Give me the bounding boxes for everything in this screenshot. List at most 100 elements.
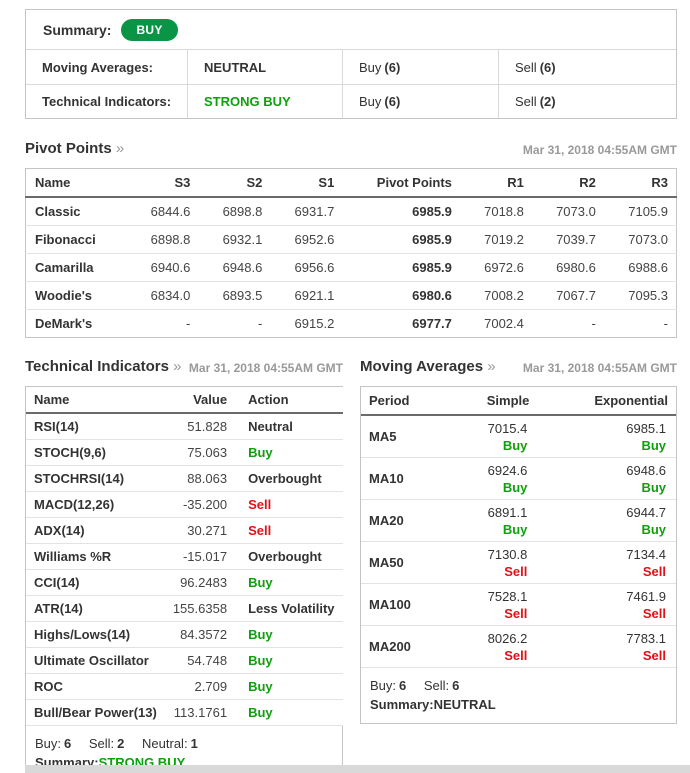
indicator-action: Neutral: [248, 419, 293, 434]
col-r3: R3: [603, 168, 677, 198]
indicator-name: Highs/Lows(14): [26, 621, 165, 648]
indicator-action: Sell: [248, 523, 272, 538]
pivot-s3: 6834.0: [126, 281, 199, 310]
ma-row-ma200: MA200 8026.2 Sell 7783.1 Sell: [361, 625, 676, 668]
pivot-s3: 6844.6: [126, 197, 199, 226]
col-r1: R1: [459, 168, 532, 198]
ma-simple-action: Sell: [504, 606, 528, 621]
col-pivot-points: Pivot Points: [342, 168, 460, 198]
ma-exp-action: Sell: [642, 606, 666, 621]
col-name: Name: [25, 168, 127, 198]
ma-simple-action: Buy: [502, 438, 528, 453]
summary-title-row: Summary: BUY: [26, 10, 676, 50]
col-simple: Simple: [445, 387, 538, 416]
chevron-right-icon: »: [115, 140, 125, 157]
pivot-points-link[interactable]: Pivot Points »: [25, 140, 124, 157]
buy-label: Buy:: [370, 678, 397, 693]
pivot-s2: 6893.5: [198, 281, 271, 310]
indicator-action: Buy: [248, 705, 273, 720]
moving-averages-panel: Period Simple Exponential MA5 7015.4 Buy …: [360, 386, 677, 724]
ma-row-ma10: MA10 6924.6 Buy 6948.6 Buy: [361, 457, 676, 500]
summary-row-technical-indicators: Technical Indicators: STRONG BUY Buy (6)…: [26, 84, 676, 118]
ma-exp-value: 7461.9: [626, 589, 666, 604]
ma-simple-action: Buy: [502, 480, 528, 495]
summary-buy-cell: Buy (6): [343, 50, 499, 84]
indicator-value: 84.3572: [164, 621, 236, 648]
indicator-name: Ultimate Oscillator: [26, 647, 165, 674]
summary-panel: Summary: BUY Moving Averages: NEUTRAL Bu…: [25, 9, 677, 119]
buy-label: Buy: [359, 94, 382, 109]
col-action: Action: [235, 387, 343, 414]
ti-row-ultimate-oscillator: Ultimate Oscillator 54.748 Buy: [26, 647, 343, 674]
pivot-pp: 6985.9: [342, 197, 460, 226]
moving-averages-table: Period Simple Exponential MA5 7015.4 Buy …: [361, 387, 676, 668]
summary-value: NEUTRAL: [433, 697, 496, 712]
pivot-r2: -: [591, 316, 596, 331]
summary-sell-cell: Sell (2): [499, 85, 676, 118]
ma-period: MA100: [361, 583, 445, 626]
pivot-row-fibonacci: Fibonacci 6898.8 6932.1 6952.6 6985.9 70…: [25, 225, 677, 254]
pivot-name: Woodie's: [25, 281, 127, 310]
indicator-value: -15.017: [164, 543, 236, 570]
summary-line: Summary:NEUTRAL: [370, 695, 667, 714]
pivot-points-header: Pivot Points » Mar 31, 2018 04:55AM GMT: [25, 140, 677, 157]
moving-averages-link[interactable]: Moving Averages »: [360, 358, 496, 375]
two-column-area: Technical Indicators » Mar 31, 2018 04:5…: [25, 358, 677, 773]
indicator-action: Buy: [248, 445, 273, 460]
pivot-s1: 6915.2: [294, 316, 335, 331]
indicator-value: 96.2483: [164, 569, 236, 596]
pivot-name: DeMark's: [35, 316, 93, 331]
indicator-value: 51.828: [164, 413, 236, 440]
ma-exp-action: Sell: [642, 648, 666, 663]
pivot-name: Classic: [25, 197, 127, 226]
ma-simple-value: 8026.2: [487, 631, 528, 646]
pivot-s1: 6952.6: [270, 225, 343, 254]
ma-simple-action: Sell: [504, 564, 528, 579]
ma-period: MA50: [361, 541, 445, 584]
pivot-r1: 7019.2: [459, 225, 532, 254]
col-r2: R2: [531, 168, 604, 198]
technical-indicators-column: Technical Indicators » Mar 31, 2018 04:5…: [25, 358, 343, 773]
indicator-value: 88.063: [164, 465, 236, 492]
pivot-s1: 6956.6: [270, 253, 343, 282]
technical-indicators-link[interactable]: Technical Indicators »: [25, 358, 181, 375]
indicator-value: 155.6358: [164, 595, 236, 622]
ma-exp-value: 6985.1: [626, 421, 666, 436]
pivot-pp: 6980.6: [342, 281, 460, 310]
indicator-name: Bull/Bear Power(13): [26, 699, 165, 726]
neutral-count: 1: [190, 736, 198, 751]
sell-label: Sell:: [88, 736, 115, 751]
pivot-name: Camarilla: [25, 253, 127, 282]
indicator-name: MACD(12,26): [26, 491, 165, 518]
col-s1: S1: [270, 168, 343, 198]
col-period: Period: [361, 387, 445, 416]
pivot-r3: 7105.9: [603, 197, 677, 226]
pivot-row-camarilla: Camarilla 6940.6 6948.6 6956.6 6985.9 69…: [25, 253, 677, 282]
ma-header-row: Period Simple Exponential: [361, 387, 676, 416]
pivot-row-demarks: DeMark's - - 6915.2 6977.7 7002.4 - -: [26, 310, 677, 338]
indicator-value: 30.271: [164, 517, 236, 544]
summary-sell-cell: Sell (6): [499, 50, 676, 84]
pivot-r3: -: [663, 316, 668, 331]
indicator-action: Overbought: [248, 549, 322, 564]
indicator-name: STOCH(9,6): [26, 439, 165, 466]
pivot-r3: 7073.0: [603, 225, 677, 254]
ti-row-roc: ROC 2.709 Buy: [26, 673, 343, 700]
ma-row-ma5: MA5 7015.4 Buy 6985.1 Buy: [361, 415, 676, 458]
ti-row-atr: ATR(14) 155.6358 Less Volatility: [26, 595, 343, 622]
technical-indicators-header: Technical Indicators » Mar 31, 2018 04:5…: [25, 358, 343, 375]
ma-exp-action: Buy: [641, 480, 666, 495]
indicator-name: ROC: [26, 673, 165, 700]
pivot-r3: 6988.6: [603, 253, 677, 282]
pivot-r3: 7095.3: [603, 281, 677, 310]
ma-simple-action: Buy: [502, 522, 528, 537]
indicator-action: Overbought: [248, 471, 322, 486]
indicator-action: Buy: [248, 575, 273, 590]
technical-indicators-timestamp: Mar 31, 2018 04:55AM GMT: [188, 361, 343, 375]
pivot-s2: 6898.8: [198, 197, 271, 226]
moving-averages-title: Moving Averages: [360, 358, 484, 375]
ma-simple-value: 7130.8: [487, 547, 528, 562]
summary-buy-cell: Buy (6): [343, 85, 499, 118]
horizontal-scrollbar-track[interactable]: [25, 765, 690, 773]
pivot-s2: -: [258, 316, 263, 331]
